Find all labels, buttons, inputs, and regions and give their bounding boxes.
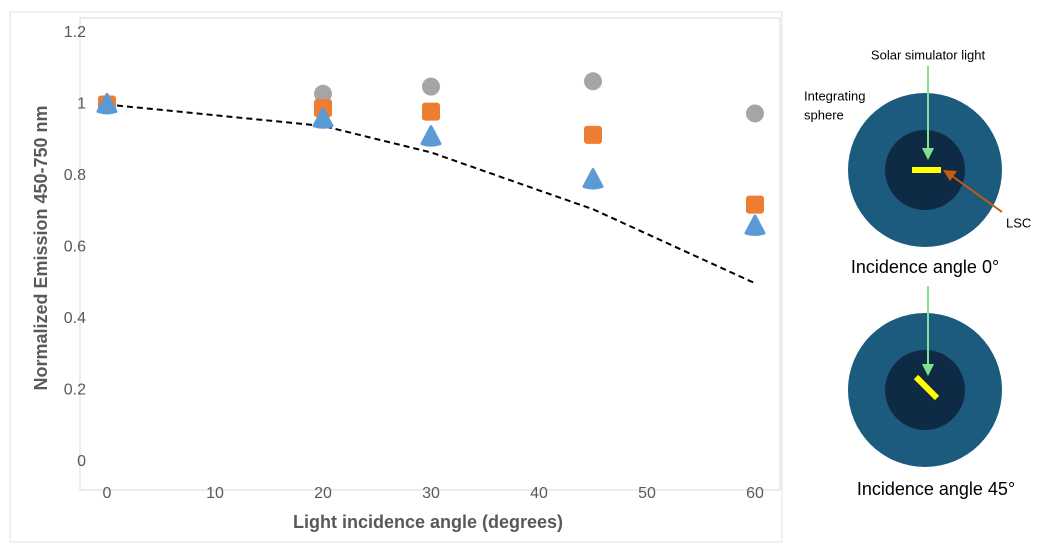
point	[584, 125, 602, 144]
point	[582, 168, 604, 190]
point	[422, 102, 440, 121]
plot-area	[79, 17, 781, 491]
chart-frame	[9, 11, 783, 543]
x-tick-label: 60	[746, 485, 764, 502]
x-tick-label: 20	[314, 485, 332, 502]
arrow-head	[943, 170, 957, 181]
y-tick-label: 0.2	[64, 382, 86, 399]
trend-line	[106, 103, 756, 285]
x-tick-label: 50	[638, 485, 656, 502]
x-tick-label: 30	[422, 485, 440, 502]
lsc-arrow	[951, 175, 1003, 213]
lsc	[913, 374, 940, 401]
sphere-label: Integrating	[804, 88, 865, 103]
caption: Incidence angle 45°	[857, 479, 1015, 499]
point	[746, 104, 764, 123]
y-tick-label: 1	[77, 96, 86, 113]
x-tick-label: 0	[103, 485, 112, 502]
point	[96, 93, 118, 115]
sphere-label: sphere	[804, 107, 844, 122]
point	[584, 72, 602, 91]
point	[420, 125, 442, 147]
point	[312, 107, 334, 129]
y-tick-label: 0.4	[64, 310, 86, 327]
x-axis-label: Light incidence angle (degrees)	[293, 512, 563, 532]
y-tick-label: 0.8	[64, 167, 86, 184]
y-tick-label: 0	[77, 453, 86, 470]
light-label: Solar simulator light	[871, 47, 986, 62]
x-tick-label: 10	[206, 485, 224, 502]
x-tick-label: 40	[530, 485, 548, 502]
lsc-label: LSC	[1006, 215, 1031, 230]
arrow-head	[922, 364, 934, 376]
y-axis-label: Normalized Emission 450-750 nm	[31, 105, 51, 390]
y-tick-label: 0.6	[64, 239, 86, 256]
caption: Incidence angle 0°	[851, 257, 999, 277]
point	[422, 77, 440, 96]
point	[746, 195, 764, 214]
arrow-head	[922, 148, 934, 160]
point	[744, 214, 766, 237]
y-tick-label: 1.2	[64, 24, 86, 41]
plot: 0 0.2 0.4 0.6 0.8 1 1.2 0 10 20 30 40 50 60	[64, 24, 766, 502]
point	[314, 84, 332, 103]
